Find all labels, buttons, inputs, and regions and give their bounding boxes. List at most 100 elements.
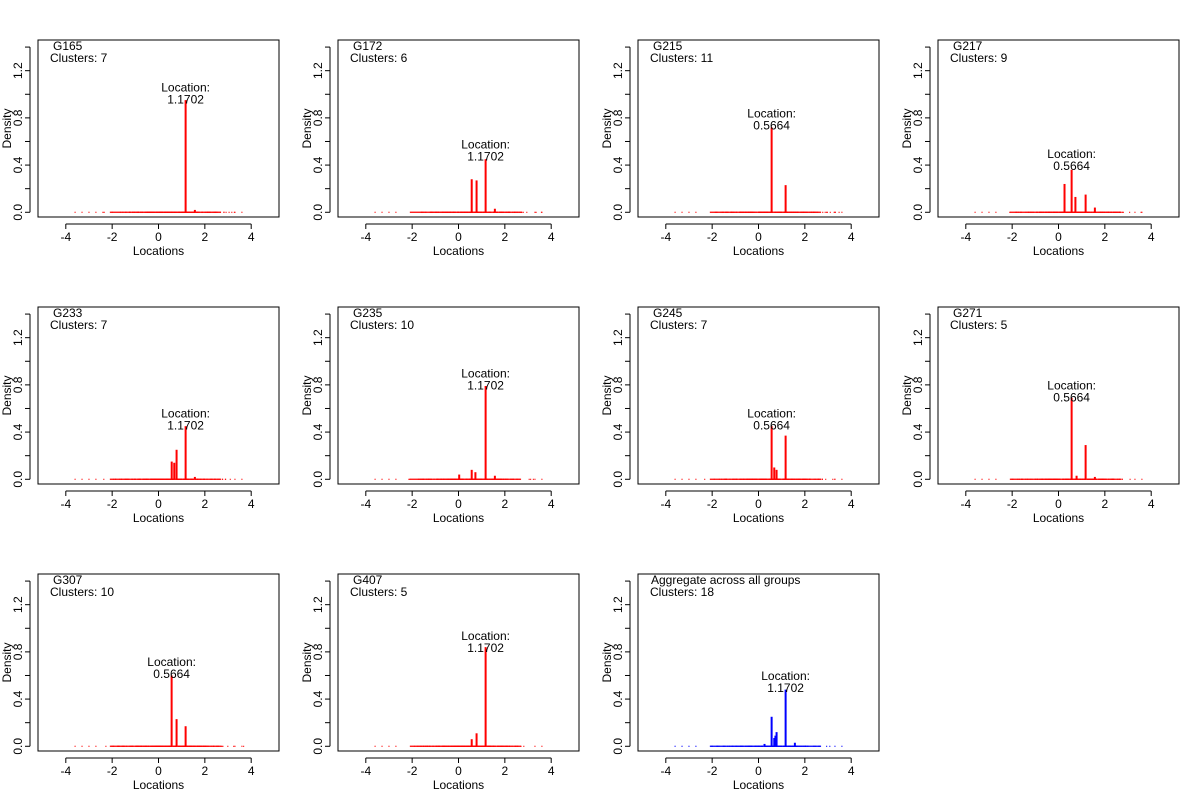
density-chart: -4 -2 0 2 4 Locations 0.0 0.4 0.8 1.2 Density G407C… <box>300 573 580 792</box>
y-tick-label: 1.2 <box>311 329 325 346</box>
x-tick-label: 2 <box>1102 230 1109 244</box>
y-tick-label: 0.8 <box>11 109 25 126</box>
rug-dot <box>81 211 83 213</box>
x-tick-label: 2 <box>202 230 209 244</box>
x-tick-label: 2 <box>1102 497 1109 511</box>
cluster-count: Clusters: 7 <box>50 51 108 65</box>
x-tick-label: -2 <box>407 764 418 778</box>
plot-frame <box>937 306 1180 485</box>
y-tick-label: 1.2 <box>311 596 325 613</box>
x-tick-label: -2 <box>707 497 718 511</box>
rug-dot <box>234 211 236 213</box>
x-tick-label: 0 <box>155 497 162 511</box>
x-tick-label: 0 <box>755 230 762 244</box>
chart-panel: -4 -2 0 2 4 Locations 0.0 0.4 0.8 1.2 Density Aggre… <box>600 534 900 801</box>
y-axis-label: Density <box>300 108 314 148</box>
x-tick-label: 4 <box>248 230 255 244</box>
peak-annotation-value: 0.5664 <box>1053 159 1090 173</box>
y-tick-label: 0.8 <box>311 109 325 126</box>
rug-dot <box>541 478 543 480</box>
peak-annotation-label: Location: <box>747 407 796 421</box>
rug-dot <box>534 478 536 480</box>
x-tick-label: 0 <box>1055 230 1062 244</box>
rug-dot <box>688 745 690 747</box>
rug-dot <box>681 745 683 747</box>
density-chart: -4 -2 0 2 4 Locations 0.0 0.4 0.8 1.2 Density G271C… <box>900 306 1180 525</box>
plot-frame <box>37 39 280 218</box>
rug-dot <box>1141 478 1143 480</box>
y-tick-label: 0.4 <box>11 423 25 440</box>
y-tick-label: 1.2 <box>311 62 325 79</box>
rug-dot <box>674 211 676 213</box>
x-tick-label: 2 <box>502 230 509 244</box>
peak-annotation-label: Location: <box>1047 147 1096 161</box>
rug-dot <box>395 745 397 747</box>
x-tick-label: 4 <box>548 764 555 778</box>
peak-annotation-value: 0.5664 <box>153 667 190 681</box>
rug-dot <box>541 211 543 213</box>
rug-dot <box>681 211 683 213</box>
x-tick-label: 2 <box>202 764 209 778</box>
peak-annotation-label: Location: <box>461 629 510 643</box>
x-tick-label: 2 <box>502 764 509 778</box>
panel-title: G233 <box>53 306 83 320</box>
x-axis-label: Locations <box>1033 244 1084 258</box>
peak-annotation-value: 1.1702 <box>467 379 504 393</box>
x-tick-label: -2 <box>1007 497 1018 511</box>
rug-dot <box>88 478 90 480</box>
rug-dot <box>388 478 390 480</box>
rug-dot <box>974 478 976 480</box>
y-axis-label: Density <box>900 108 914 148</box>
rug-dot <box>74 478 76 480</box>
x-tick-label: -2 <box>407 230 418 244</box>
rug-dot <box>1134 211 1136 213</box>
density-chart: -4 -2 0 2 4 Locations 0.0 0.4 0.8 1.2 Density G215C… <box>600 39 880 258</box>
x-axis-label: Locations <box>433 778 484 792</box>
y-tick-label: 1.2 <box>11 329 25 346</box>
panel-title: G172 <box>353 39 383 53</box>
x-tick-label: 0 <box>455 230 462 244</box>
x-tick-label: -2 <box>107 764 118 778</box>
rug-dot <box>834 211 836 213</box>
x-tick-label: -2 <box>707 764 718 778</box>
peak-annotation-value: 1.1702 <box>767 681 804 695</box>
cluster-count: Clusters: 11 <box>650 51 713 65</box>
y-axis-label: Density <box>0 375 14 415</box>
x-tick-label: -2 <box>707 230 718 244</box>
cluster-count: Clusters: 7 <box>50 318 108 332</box>
plot-frame <box>637 39 880 218</box>
x-tick-label: 0 <box>755 764 762 778</box>
peak-annotation-label: Location: <box>747 107 796 121</box>
y-tick-label: 0.4 <box>611 690 625 707</box>
y-tick-label: 1.2 <box>11 596 25 613</box>
y-tick-label: 0.4 <box>11 690 25 707</box>
y-tick-label: 0.4 <box>311 423 325 440</box>
rug-dot <box>395 211 397 213</box>
y-tick-label: 0.0 <box>11 471 25 488</box>
rug-dot <box>541 745 543 747</box>
x-tick-label: 2 <box>802 230 809 244</box>
chart-panel: -4 -2 0 2 4 Locations 0.0 0.4 0.8 1.2 Density G172 C… <box>300 0 600 267</box>
x-axis-label: Locations <box>433 244 484 258</box>
x-tick-label: 4 <box>548 497 555 511</box>
rug-dot <box>674 745 676 747</box>
y-tick-label: 0.0 <box>611 471 625 488</box>
cluster-count: Clusters: 7 <box>650 318 708 332</box>
rug-dot <box>995 478 997 480</box>
peak-annotation-value: 0.5664 <box>753 419 790 433</box>
rug-dot <box>381 211 383 213</box>
cluster-count: Clusters: 18 <box>650 585 714 599</box>
y-tick-label: 0.8 <box>611 376 625 393</box>
x-tick-label: -2 <box>107 497 118 511</box>
x-tick-label: -4 <box>60 764 71 778</box>
x-tick-label: 2 <box>802 764 809 778</box>
y-tick-label: 0.8 <box>911 109 925 126</box>
peak-annotation-label: Location: <box>147 655 196 669</box>
x-tick-label: 0 <box>455 764 462 778</box>
density-chart: -4 -2 0 2 4 Locations 0.0 0.4 0.8 1.2 Density Aggre… <box>600 573 880 792</box>
x-tick-label: -4 <box>960 230 971 244</box>
y-tick-label: 1.2 <box>911 329 925 346</box>
rug-dot <box>388 745 390 747</box>
panel-title: G235 <box>353 306 383 320</box>
y-axis-label: Density <box>300 375 314 415</box>
